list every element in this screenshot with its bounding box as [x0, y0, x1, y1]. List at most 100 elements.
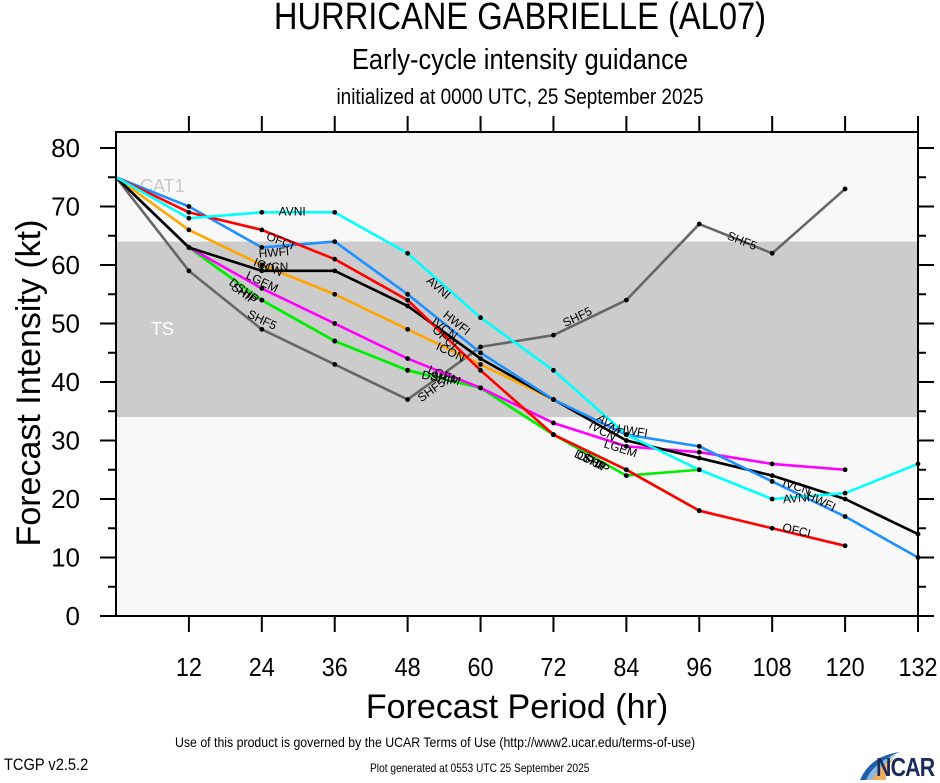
- data-point-lgem: [332, 321, 338, 326]
- y-tick-label: 30: [51, 426, 80, 456]
- data-point-ofci: [551, 432, 556, 438]
- data-point-hwfi: [332, 239, 338, 245]
- data-point-shf5: [551, 332, 556, 338]
- data-point-shf5: [696, 221, 702, 227]
- data-point-lgem: [551, 420, 556, 426]
- init-time-line: initialized at 0000 UTC, 25 September 20…: [336, 84, 704, 109]
- data-point-ivcn: [769, 473, 775, 478]
- data-point-ship: [623, 473, 629, 478]
- data-point-lgem: [842, 467, 848, 473]
- data-point-shf5: [769, 250, 775, 256]
- data-point-lgem: [623, 443, 629, 449]
- data-point-shf5: [186, 268, 192, 274]
- data-point-ivcn: [696, 455, 702, 461]
- data-point-ofci: [696, 508, 702, 514]
- series-label-avni: AVNI: [279, 205, 306, 219]
- data-point-avni: [696, 467, 702, 473]
- ncar-logo-text: NCAR: [876, 752, 935, 782]
- x-tick-label: 84: [613, 654, 639, 682]
- data-point-ofci: [623, 467, 629, 473]
- data-point-ofci: [842, 543, 848, 549]
- y-axis-title: Forecast Intensity (kt): [10, 220, 48, 547]
- terms-of-use-text: Use of this product is governed by the U…: [175, 734, 696, 750]
- band-label-ts: TS: [151, 319, 174, 339]
- data-point-shf5: [405, 397, 411, 402]
- series-line-ivcn: [115, 176, 919, 536]
- x-tick-label: 108: [753, 654, 792, 682]
- chart-subtitle: Early-cycle intensity guidance: [351, 44, 689, 76]
- series-line-hwfi: [115, 176, 919, 559]
- series-label-ofci: OFCI: [781, 520, 812, 540]
- data-point-hwfi: [842, 514, 848, 519]
- x-tick-label: 120: [826, 654, 865, 682]
- y-tick-label: 50: [51, 309, 80, 339]
- chart-title: HURRICANE GABRIELLE (AL07): [273, 0, 767, 38]
- data-point-ofci: [332, 256, 338, 262]
- x-tick-label: 96: [686, 654, 712, 682]
- data-point-hwfi: [405, 291, 411, 297]
- data-point-avni: [186, 215, 192, 221]
- data-point-avni: [259, 209, 265, 215]
- series-label-hwfi: HWFI: [616, 422, 648, 441]
- data-point-lgem: [696, 449, 702, 455]
- x-tick-label: 132: [898, 654, 937, 682]
- y-tick-label: 10: [51, 543, 80, 573]
- data-point-shf5: [623, 297, 629, 303]
- data-point-ofci: [769, 525, 775, 531]
- data-point-ivcn: [623, 438, 629, 443]
- data-point-ivcn: [186, 245, 192, 250]
- data-point-avni: [405, 250, 411, 256]
- data-point-shf5: [332, 362, 338, 367]
- data-point-lgem: [259, 286, 265, 291]
- data-point-avni: [842, 490, 848, 496]
- series-line-avni: [115, 176, 919, 501]
- series-label-ivcn: IVCN: [260, 260, 289, 274]
- data-point-lgem: [478, 385, 483, 391]
- data-point-ivcn: [842, 496, 848, 502]
- y-tick-label: 20: [51, 484, 80, 514]
- x-tick-label: 12: [176, 654, 202, 682]
- y-tick-label: 40: [51, 367, 80, 397]
- y-tick-label: 70: [51, 192, 80, 222]
- generated-timestamp: Plot generated at 0553 UTC 25 September …: [370, 761, 590, 775]
- data-point-ivcn: [332, 268, 338, 274]
- x-tick-label: 60: [468, 654, 494, 682]
- data-point-avni: [623, 432, 629, 438]
- data-point-avni: [551, 367, 556, 373]
- series-label-ship: SHIP: [429, 368, 460, 388]
- data-point-hwfi: [696, 443, 702, 449]
- y-tick-label: 0: [66, 601, 80, 631]
- data-point-ivcn: [259, 268, 265, 274]
- data-point-ofci: [259, 227, 265, 233]
- data-point-lgem: [405, 356, 411, 361]
- x-tick-label: 72: [540, 654, 566, 682]
- data-point-shf5: [842, 186, 848, 192]
- data-point-icon: [259, 262, 265, 268]
- band-ts: [116, 241, 918, 418]
- data-point-shf5: [478, 344, 483, 350]
- version-label: TCGP v2.5.2: [4, 755, 89, 774]
- data-point-avni: [769, 496, 775, 502]
- data-point-dshp: [259, 297, 265, 303]
- data-point-hwfi: [186, 204, 192, 209]
- series-label-hwfi: HWFI: [258, 244, 290, 260]
- data-point-lgem: [769, 461, 775, 467]
- y-tick-label: 60: [51, 250, 80, 280]
- x-tick-label: 48: [395, 654, 421, 682]
- series-label-avni: AVNI: [782, 490, 810, 506]
- y-tick-label: 80: [51, 133, 80, 163]
- data-point-hwfi: [551, 397, 556, 402]
- data-point-avni: [478, 315, 483, 321]
- data-point-hwfi: [259, 245, 265, 250]
- data-point-avni: [332, 209, 338, 215]
- data-point-hwfi: [769, 479, 775, 484]
- data-point-icon: [478, 362, 483, 367]
- data-point-dshp: [405, 367, 411, 373]
- data-point-ofci: [186, 209, 192, 215]
- x-axis-title: Forecast Period (hr): [366, 688, 668, 726]
- data-point-dshp: [332, 338, 338, 344]
- x-tick-label: 36: [322, 654, 348, 682]
- data-point-shf5: [259, 326, 265, 332]
- ncar-logo-icon: [860, 752, 900, 780]
